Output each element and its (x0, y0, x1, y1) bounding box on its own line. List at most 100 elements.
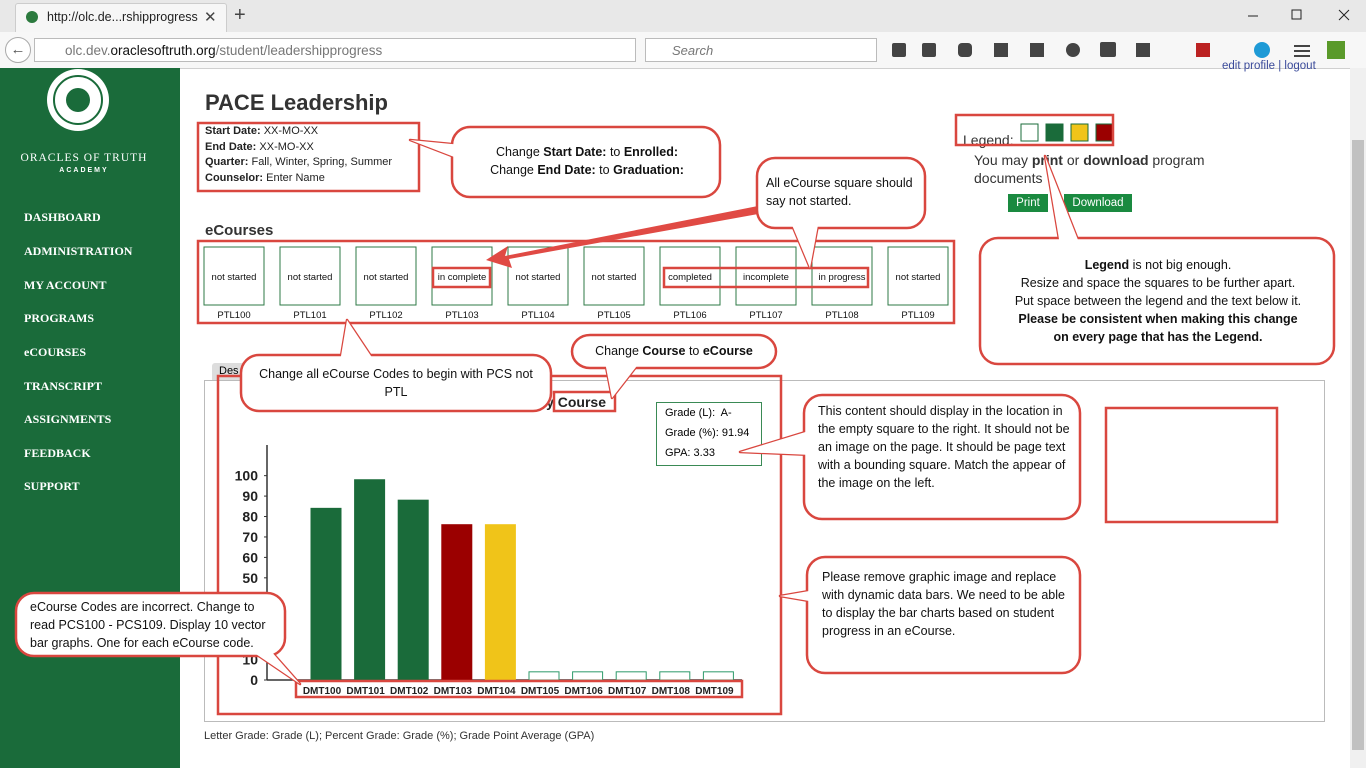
print-button[interactable]: Print (1008, 194, 1048, 212)
callout (14, 591, 287, 658)
x-tick-label: DMT107 (608, 686, 647, 697)
menu-item[interactable]: eCOURSES (24, 345, 87, 359)
callout-pointer-fill (410, 140, 462, 160)
y-tick-label: 100 (235, 468, 259, 484)
t: Graduation: (613, 163, 684, 177)
ecourse-status: not started (516, 272, 561, 283)
annotation-box (294, 679, 744, 699)
callout-pointer-fill (340, 320, 375, 362)
gpa: GPA: 3.33 (665, 447, 715, 459)
ecourse-code: PTL102 (369, 310, 402, 321)
header-links[interactable]: edit profile | logout (1222, 60, 1316, 72)
tab-bar (0, 0, 1366, 32)
legend-swatch (1045, 123, 1064, 142)
url-part: olc.dev. (65, 43, 111, 58)
back-button[interactable]: ← (5, 37, 31, 63)
callout-text: eCourse Codes are incorrect. Change to r… (30, 600, 266, 650)
ecourse-code: PTL101 (293, 310, 326, 321)
toolbar-icon[interactable] (892, 41, 1345, 59)
t: to (595, 163, 614, 177)
info-line: Start Date: XX-MO-XX (205, 125, 318, 137)
annotation-box (216, 374, 783, 716)
menu-item[interactable]: ADMINISTRATION (24, 244, 133, 258)
brand-sub: ACADEMY (59, 167, 109, 174)
ecourse-code: PTL105 (597, 310, 630, 321)
window-controls (1248, 9, 1350, 21)
callout (978, 236, 1336, 366)
x-tick-label: DMT101 (346, 686, 385, 697)
restore[interactable] (1291, 9, 1302, 20)
info-label: Start Date: (205, 125, 261, 137)
ecourse-box (811, 246, 873, 306)
ecourse-box (355, 246, 417, 306)
x-tick-label: DMT109 (695, 686, 734, 697)
download-button[interactable]: Download (1064, 194, 1132, 212)
tab[interactable]: http://olc.de...rshipprogress ✕ (15, 3, 227, 33)
bar (354, 479, 386, 681)
menu-item[interactable]: PROGRAMS (24, 311, 94, 325)
logo (47, 69, 109, 131)
url-host: oraclesoftruth.org (110, 43, 216, 58)
t: End Date: (537, 163, 596, 177)
callout-pointer-fill (780, 590, 815, 602)
annotation-box (196, 239, 956, 325)
search-bar[interactable]: Search (645, 38, 877, 62)
menu-item[interactable]: MY ACCOUNT (24, 278, 107, 292)
annotation-box (196, 121, 421, 193)
callout-text: Legend is not big enough. Resize and spac… (990, 256, 1326, 346)
t: Start Date: (543, 145, 607, 159)
y-tick-label: 0 (250, 672, 258, 688)
info-label: Quarter: (205, 156, 249, 168)
t: Change (595, 344, 643, 358)
menu-item[interactable]: FEEDBACK (24, 446, 91, 460)
callout-text: This content should display in the locat… (818, 404, 1070, 490)
ecourse-box (583, 246, 645, 306)
info-value: Enter Name (266, 171, 325, 184)
callout (450, 125, 722, 199)
info-line: End Date: XX-MO-XX (205, 141, 314, 153)
menu-item[interactable]: DASHBOARD (24, 210, 101, 224)
bar (484, 524, 516, 681)
scrollbar[interactable] (1350, 68, 1366, 768)
t: Put space between the legend and the tex… (1014, 294, 1302, 308)
callout-text: Change Course to eCourse (576, 342, 772, 360)
ecourse-box (735, 246, 797, 306)
info-line: Counselor: Enter Name (205, 172, 325, 184)
url-bar[interactable]: olc.dev.oraclesoftruth.org/student/leade… (34, 38, 636, 62)
ecourse-status: not started (592, 272, 637, 283)
bar (310, 507, 342, 681)
ecourse-status: incomplete (743, 272, 789, 283)
t: Enrolled: (623, 145, 679, 159)
menu-item[interactable]: SUPPORT (24, 479, 80, 493)
callout-pointer-fill (740, 430, 812, 455)
annotation-box (662, 266, 870, 289)
info-label: Counselor: (205, 171, 264, 184)
y-tick-label: 80 (242, 509, 258, 525)
info-value: XX-MO-XX (263, 125, 319, 137)
annotation-box (552, 390, 617, 413)
scroll-thumb[interactable] (1352, 140, 1364, 750)
legend-swatch (1020, 123, 1039, 142)
bar (397, 499, 429, 681)
ecourse-box (431, 246, 493, 306)
t: Change (495, 145, 544, 159)
callout-pointer-fill (605, 362, 640, 398)
close[interactable] (1338, 9, 1350, 21)
ecourse-box (659, 246, 721, 306)
ecourse-code: PTL100 (217, 310, 250, 321)
text: You may (974, 152, 1032, 168)
menu-item[interactable]: TRANSCRIPT (24, 379, 103, 393)
new-tab[interactable]: + (234, 4, 246, 26)
menu-item[interactable]: ASSIGNMENTS (24, 412, 112, 426)
panel (204, 380, 1325, 722)
grade-percent: Grade (%): 91.94 (665, 427, 750, 439)
info-value: XX-MO-XX (259, 140, 314, 153)
page-title: PACE Leadership (205, 90, 388, 115)
grade-box: Grade (L): A- Grade (%): 91.94 GPA: 3.33 (656, 402, 762, 466)
t: Course (642, 344, 686, 358)
t: is not big enough. (1129, 258, 1232, 272)
ecourse-code: PTL108 (825, 310, 858, 321)
ecourse-box (203, 246, 265, 306)
tab-close[interactable]: ✕ (204, 9, 217, 26)
